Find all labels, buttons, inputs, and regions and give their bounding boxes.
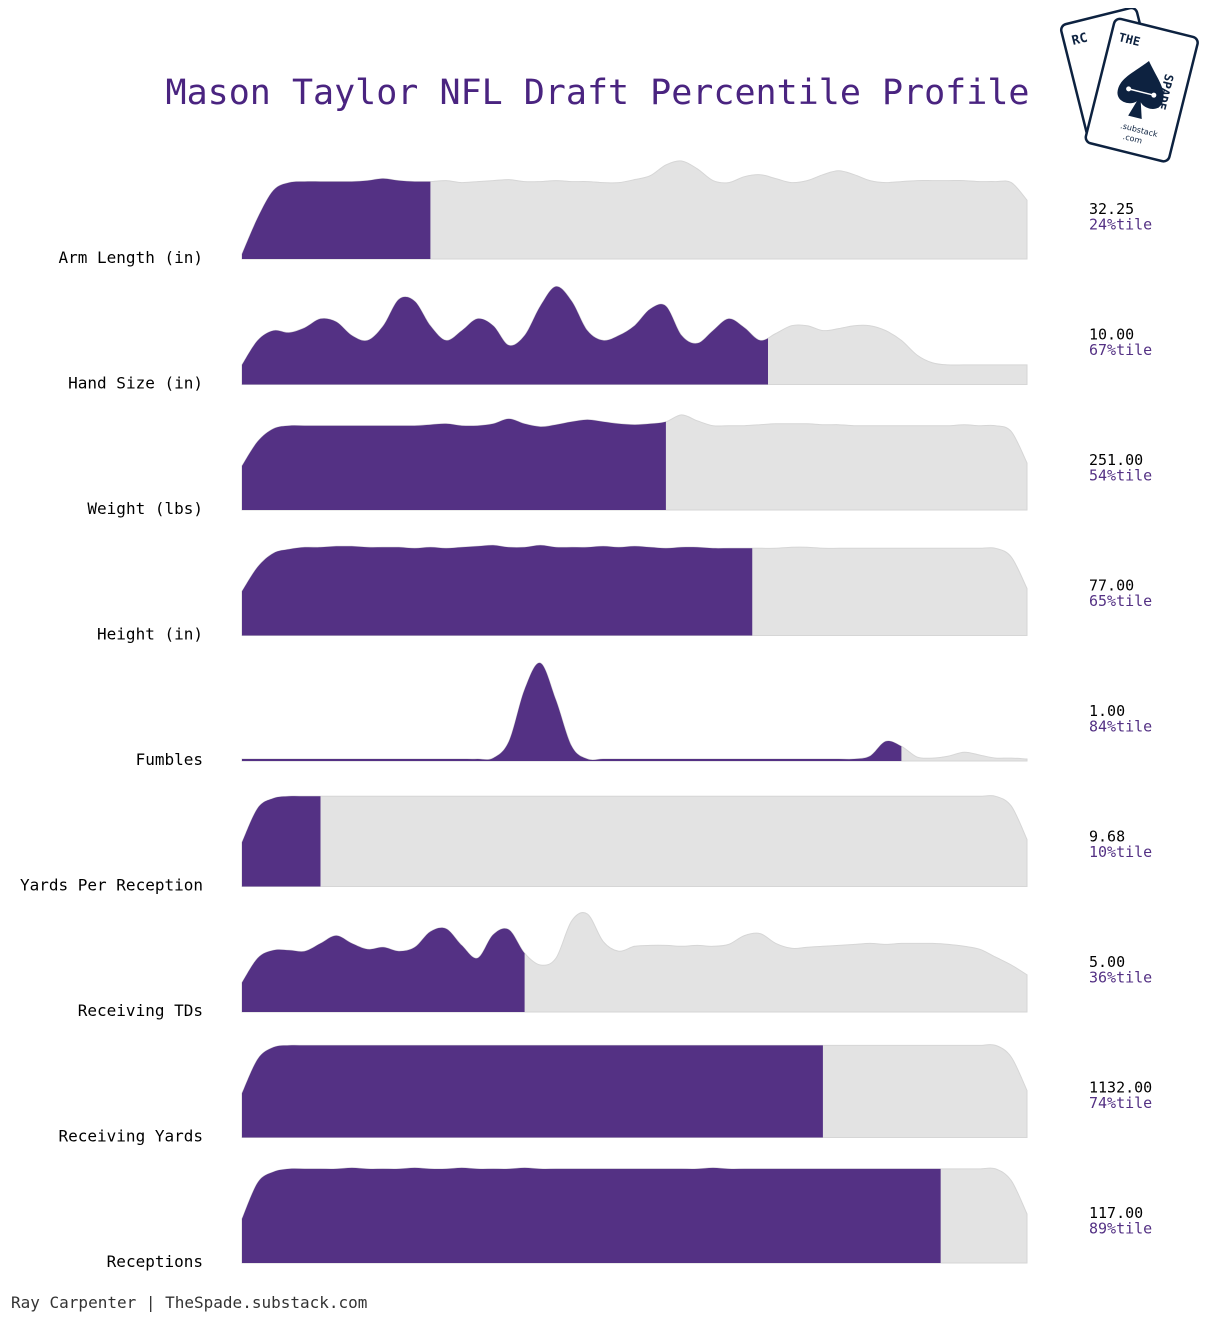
spade-logo-icon: RC THE SPADE .substack .com: [1056, 6, 1206, 168]
ridge-percentile-fill: [242, 178, 431, 259]
row-label: Receiving Yards: [59, 1127, 204, 1146]
row-value: 32.25: [1089, 200, 1134, 218]
ridge-background: [241, 795, 1028, 887]
row-value: 9.68: [1089, 828, 1125, 846]
ridge-background: [241, 662, 1028, 762]
logo-front-text-left: THE: [1117, 30, 1141, 49]
row-percentile: 54%tile: [1089, 467, 1152, 485]
row-value: 1132.00: [1089, 1079, 1152, 1097]
row-value: 10.00: [1089, 326, 1134, 344]
row-label: Yards Per Reception: [20, 876, 203, 895]
row-label: Height (in): [97, 625, 203, 644]
row-label: Fumbles: [136, 750, 203, 769]
row-label: Weight (lbs): [87, 499, 203, 518]
ridge-percentile-fill: [242, 927, 525, 1012]
row-percentile: 89%tile: [1089, 1220, 1152, 1238]
ridge-percentile-fill: [242, 545, 753, 636]
ridge-percentile-fill: [242, 662, 902, 761]
row-value: 1.00: [1089, 702, 1125, 720]
row-percentile: 24%tile: [1089, 216, 1152, 234]
row-label: Receptions: [107, 1252, 203, 1271]
ridge-percentile-fill: [242, 418, 666, 510]
row-label: Receiving TDs: [78, 1001, 203, 1020]
row-label: Arm Length (in): [59, 248, 204, 267]
ridge-background: [241, 160, 1028, 260]
row-percentile: 36%tile: [1089, 969, 1152, 987]
ridge-percentile-fill: [242, 1167, 941, 1263]
row-label: Hand Size (in): [68, 374, 203, 393]
row-value: 77.00: [1089, 577, 1134, 595]
row-value: 5.00: [1089, 953, 1125, 971]
footer-credit: Ray Carpenter | TheSpade.substack.com: [11, 1293, 368, 1312]
ridge-percentile-fill: [242, 1045, 823, 1138]
row-percentile: 67%tile: [1089, 341, 1152, 359]
chart-title: Mason Taylor NFL Draft Percentile Profil…: [165, 73, 1030, 113]
ridge-percentile-fill: [242, 796, 321, 887]
logo-back-text: RC: [1070, 31, 1089, 49]
row-percentile: 65%tile: [1089, 592, 1152, 610]
row-percentile: 74%tile: [1089, 1094, 1152, 1112]
row-value: 117.00: [1089, 1204, 1143, 1222]
row-percentile: 84%tile: [1089, 718, 1152, 736]
row-value: 251.00: [1089, 451, 1143, 469]
row-percentile: 10%tile: [1089, 843, 1152, 861]
ridge-percentile-fill: [242, 286, 768, 385]
